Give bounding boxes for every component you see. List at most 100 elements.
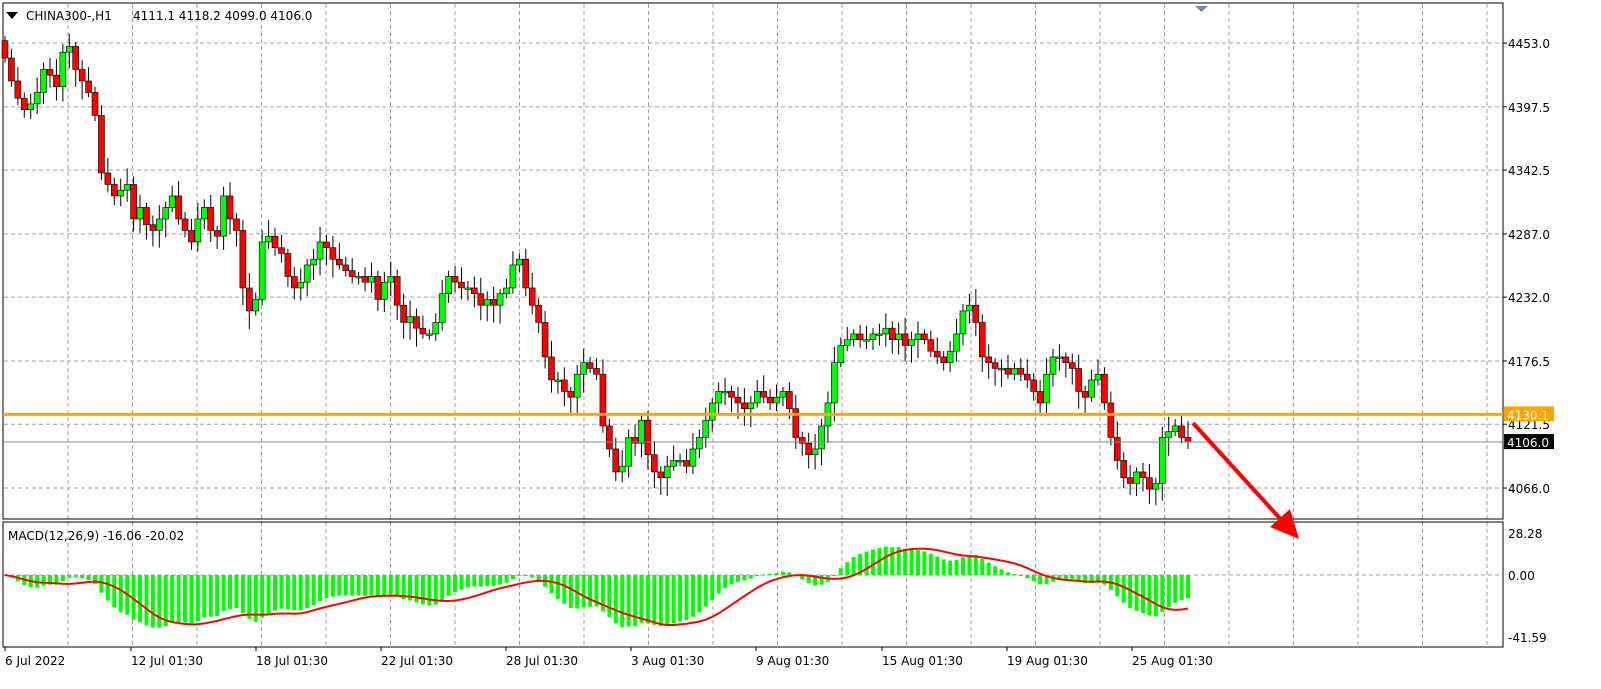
candle-bear bbox=[104, 172, 112, 185]
macd-histogram-bar bbox=[408, 575, 413, 601]
candle-bear bbox=[631, 437, 639, 444]
macd-histogram-bar bbox=[1018, 575, 1023, 577]
candle-bear bbox=[175, 195, 182, 220]
candle-bear bbox=[1081, 391, 1089, 398]
macd-histogram-bar bbox=[1179, 575, 1184, 601]
price-tick-label: 4287.0 bbox=[1508, 228, 1550, 242]
macd-histogram-bar bbox=[247, 575, 252, 619]
macd-histogram-bar bbox=[928, 553, 933, 575]
macd-histogram-bar bbox=[189, 575, 194, 624]
candle-bear bbox=[342, 264, 350, 272]
macd-histogram-bar bbox=[1038, 575, 1043, 585]
current-price-tag bbox=[1504, 434, 1554, 450]
candle-bear bbox=[53, 74, 60, 87]
candle-bear bbox=[792, 408, 800, 438]
macd-histogram-bar bbox=[813, 575, 818, 586]
candle-bull bbox=[258, 241, 266, 300]
candle-bear bbox=[46, 69, 54, 76]
macd-histogram-bar bbox=[260, 575, 265, 618]
candle-bear bbox=[149, 224, 157, 231]
macd-histogram-bar bbox=[1070, 575, 1075, 579]
macd-histogram-bar bbox=[498, 575, 503, 585]
collapse-triangle-icon[interactable] bbox=[6, 12, 18, 19]
macd-histogram-bar bbox=[517, 575, 522, 576]
candle-bear bbox=[393, 276, 401, 306]
candle-bull bbox=[310, 258, 317, 266]
candle-bear bbox=[291, 276, 298, 289]
candle-bear bbox=[374, 276, 382, 300]
macd-histogram-bar bbox=[112, 575, 117, 608]
macd-histogram-bar bbox=[1005, 572, 1010, 575]
candle-bear bbox=[786, 391, 793, 410]
candle-bear bbox=[1120, 460, 1128, 479]
macd-histogram-bar bbox=[1186, 575, 1190, 599]
candle-bear bbox=[20, 97, 28, 110]
candle-bull bbox=[509, 264, 517, 289]
chart-shift-marker-icon[interactable] bbox=[1195, 6, 1208, 12]
macd-histogram-bar bbox=[472, 575, 477, 587]
candle-bull bbox=[966, 304, 973, 312]
price-tick-label: 4121.5 bbox=[1508, 418, 1550, 432]
macd-histogram-bar bbox=[870, 549, 875, 575]
candle-bull bbox=[426, 333, 433, 336]
macd-histogram-bar bbox=[1063, 575, 1068, 580]
candle-bull bbox=[464, 287, 472, 290]
candle-bear bbox=[188, 230, 195, 243]
time-label: 6 Jul 2022 bbox=[5, 654, 65, 668]
candle-bull bbox=[194, 218, 202, 243]
macd-histogram-bar bbox=[453, 575, 458, 593]
candle-bear bbox=[535, 304, 542, 323]
candle-bear bbox=[1126, 477, 1134, 484]
candle-bull bbox=[201, 207, 208, 220]
candle-bear bbox=[1004, 368, 1012, 375]
candle-bull bbox=[1088, 379, 1095, 398]
time-label: 19 Aug 01:30 bbox=[1007, 654, 1088, 668]
macd-histogram-bar bbox=[1173, 575, 1178, 603]
macd-tick-label: -41.59 bbox=[1508, 631, 1547, 645]
candle-bull bbox=[625, 437, 632, 467]
candle-bull bbox=[676, 460, 684, 463]
macd-histogram-bar bbox=[723, 575, 728, 589]
macd-histogram-bar bbox=[157, 575, 162, 628]
macd-histogram-bar bbox=[903, 548, 908, 575]
macd-histogram-bar bbox=[1095, 575, 1100, 583]
candle-bull bbox=[747, 402, 755, 410]
time-label: 25 Aug 01:30 bbox=[1132, 654, 1213, 668]
candle-bear bbox=[451, 276, 459, 283]
candle-bull bbox=[779, 391, 787, 398]
macd-histogram-bar bbox=[735, 575, 740, 582]
macd-histogram-bar bbox=[1076, 575, 1081, 582]
candle-bear bbox=[348, 270, 356, 277]
candle-bull bbox=[1056, 356, 1063, 359]
price-axis: 4453.0 4397.5 4342.5 4287.0 4232.0 4176.5 4121… bbox=[1503, 37, 1554, 645]
macd-histogram-bar bbox=[279, 575, 284, 609]
candle-bear bbox=[419, 327, 427, 335]
macd-histogram-bar bbox=[382, 575, 387, 597]
macd-histogram-bar bbox=[832, 575, 837, 576]
candle-bear bbox=[1030, 379, 1037, 392]
macd-histogram-bar bbox=[1012, 574, 1017, 576]
price-tick-label: 4453.0 bbox=[1508, 37, 1550, 51]
candle-bull bbox=[580, 362, 587, 375]
macd-histogram-bar bbox=[1031, 575, 1036, 582]
candle-bull bbox=[503, 287, 510, 295]
candle-bear bbox=[1139, 471, 1147, 479]
candle-bear bbox=[644, 419, 652, 456]
candle-bear bbox=[548, 356, 555, 381]
candle-bear bbox=[336, 258, 343, 266]
macd-histogram-bar bbox=[504, 575, 509, 583]
macd-histogram-bar bbox=[562, 575, 567, 604]
time-label: 18 Jul 01:30 bbox=[256, 654, 328, 668]
candle-bear bbox=[413, 316, 420, 329]
macd-histogram-bar bbox=[536, 575, 541, 581]
macd-histogram-bar bbox=[395, 575, 400, 597]
macd-histogram-bar bbox=[864, 551, 869, 575]
candle-bear bbox=[181, 218, 189, 231]
macd-histogram-bar bbox=[427, 575, 432, 606]
candles bbox=[1, 33, 1192, 506]
candle-bull bbox=[438, 293, 446, 323]
candle-bear bbox=[599, 373, 607, 427]
macd-histogram-bar bbox=[401, 575, 406, 600]
candle-bear bbox=[91, 92, 99, 116]
